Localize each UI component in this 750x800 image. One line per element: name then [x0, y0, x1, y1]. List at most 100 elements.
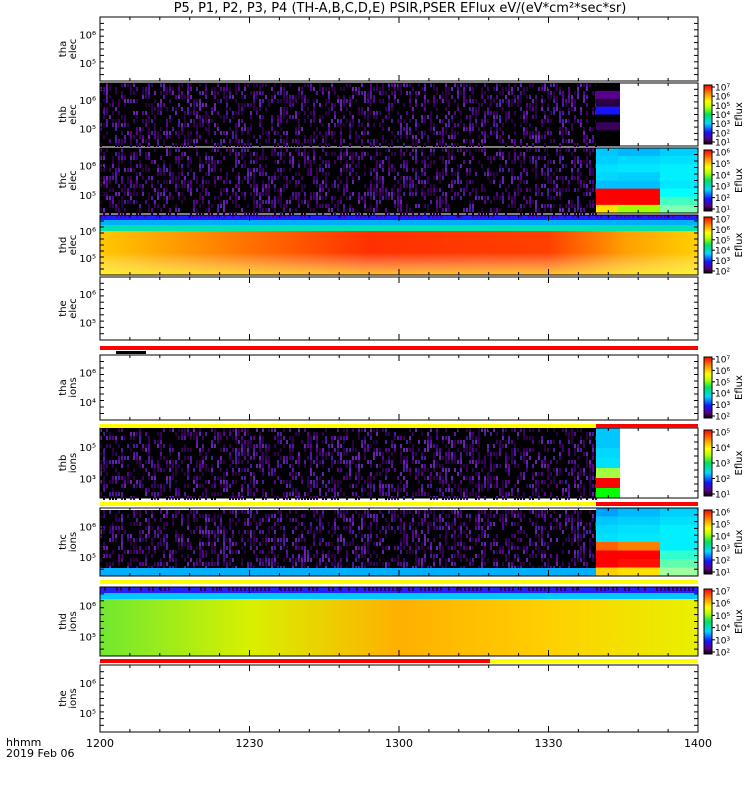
- colorbar-tick-label: 10⁶: [715, 367, 730, 377]
- x-tick-label: 1200: [86, 737, 114, 750]
- y-axis-label: ions: [68, 688, 79, 708]
- quality-flag-bar: [100, 502, 596, 506]
- colorbar-tick-label: 10¹: [715, 569, 730, 579]
- colorbar-tick-label: 10³: [715, 636, 730, 646]
- y-tick-label: 10⁶: [79, 290, 96, 301]
- colorbar-label: Eflux: [734, 168, 745, 193]
- quality-flag-bar: [490, 659, 698, 663]
- y-tick-label: 10⁵: [79, 709, 96, 720]
- x-tick-label: 1230: [236, 737, 264, 750]
- colorbar-tick-label: 10²: [715, 129, 730, 139]
- colorbar-tick-label: 10³: [715, 545, 730, 555]
- quality-flag-bar: [596, 424, 698, 428]
- x-axis-label-date: 2019 Feb 06: [6, 747, 75, 760]
- colorbar-tick-label: 10⁷: [715, 84, 730, 94]
- y-tick-label: 10⁵: [79, 318, 96, 329]
- quality-flag-bar: [596, 502, 698, 506]
- y-axis-label: elec: [68, 104, 79, 125]
- colorbar-label: Eflux: [734, 102, 745, 127]
- y-tick-label: 10⁶: [79, 30, 96, 41]
- colorbar-tick-label: 10⁷: [715, 588, 730, 598]
- y-axis-label: tha: [58, 379, 69, 395]
- y-tick-label: 10⁵: [79, 191, 96, 202]
- y-tick-label: 10⁴: [79, 398, 96, 409]
- colorbar-tick-label: 10²: [715, 194, 730, 204]
- colorbar-tick-label: 10⁷: [715, 216, 730, 226]
- panel-tha-elec: 10⁶ 10⁵ tha elec: [58, 16, 699, 82]
- quality-flag-bar: [116, 351, 146, 354]
- y-tick-label: 10⁶: [79, 679, 96, 690]
- y-tick-label: 10³: [79, 474, 96, 485]
- colorbar: [703, 149, 713, 212]
- y-tick-label: 10⁵: [79, 254, 96, 265]
- colorbar-tick-label: 10⁶: [715, 600, 730, 610]
- y-axis-label: elec: [68, 170, 79, 191]
- colorbar-label: Eflux: [734, 232, 745, 257]
- colorbar-tick-label: 10³: [715, 401, 730, 411]
- colorbar-tick-label: 10⁵: [715, 236, 730, 246]
- colorbar: [703, 216, 713, 274]
- colorbar-tick-label: 10¹: [715, 491, 730, 501]
- colorbar: [703, 429, 713, 497]
- y-tick-label: 10⁶: [79, 369, 96, 380]
- colorbar-tick-label: 10²: [715, 268, 730, 278]
- panel-the-elec: 10⁶ 10⁵ the elec: [58, 276, 699, 341]
- y-axis-label: thc: [58, 534, 69, 550]
- colorbar: [703, 84, 713, 145]
- x-tick-label: 1400: [684, 737, 712, 750]
- y-axis-label: ions: [68, 532, 79, 552]
- x-tick-label: 1300: [385, 737, 413, 750]
- colorbar-tick-label: 10²: [715, 475, 730, 485]
- colorbar-label: Eflux: [734, 375, 745, 400]
- colorbar-tick-label: 10¹: [715, 206, 730, 216]
- colorbar-tick-label: 10⁴: [715, 444, 730, 454]
- colorbar-tick-label: 10⁵: [715, 378, 730, 388]
- y-tick-label: 10⁵: [79, 59, 96, 70]
- y-tick-label: 10⁵: [79, 553, 96, 564]
- quality-flag-bar: [100, 580, 698, 584]
- y-tick-label: 10⁶: [79, 522, 96, 533]
- colorbar-tick-label: 10³: [715, 183, 730, 193]
- panel-thd-ions: 10⁶ 10⁵ thd ions 10⁷ 10⁶ 10⁵ 10⁴ 10³ 10² Eflux: [58, 586, 745, 659]
- colorbar-tick-label: 10⁴: [715, 390, 730, 400]
- colorbar-tick-label: 10³: [715, 257, 730, 267]
- colorbar-tick-label: 10⁵: [715, 102, 730, 112]
- colorbar-tick-label: 10²: [715, 649, 730, 659]
- y-axis-label: ions: [68, 611, 79, 631]
- colorbar-tick-label: 10⁵: [715, 160, 730, 170]
- colorbar-tick-label: 10¹: [715, 139, 730, 149]
- y-axis-label: tha: [58, 41, 69, 57]
- colorbar-tick-label: 10⁵: [715, 521, 730, 531]
- colorbar-tick-label: 10⁴: [715, 247, 730, 257]
- colorbar: [703, 509, 713, 575]
- colorbar-label: Eflux: [734, 529, 745, 554]
- y-tick-label: 10⁵: [79, 124, 96, 135]
- colorbar-tick-label: 10⁴: [715, 533, 730, 543]
- colorbar-tick-label: 10³: [715, 120, 730, 130]
- colorbar: [703, 588, 713, 655]
- y-tick-label: 10⁶: [79, 602, 96, 613]
- colorbar-tick-label: 10⁵: [715, 612, 730, 622]
- y-axis-label: the: [58, 300, 69, 316]
- y-axis-label: thb: [58, 106, 69, 123]
- x-axis: 1200 1230 1300 1330 1400: [86, 737, 712, 750]
- colorbar-tick-label: 10²: [715, 557, 730, 567]
- quality-flag-bar: [100, 346, 698, 350]
- y-axis-label: elec: [68, 39, 79, 60]
- x-axis-label-unit: hhmm: [6, 736, 42, 749]
- colorbar-tick-label: 10⁶: [715, 149, 730, 159]
- colorbar-tick-label: 10⁶: [715, 226, 730, 236]
- colorbar-tick-label: 10³: [715, 460, 730, 470]
- y-axis-label: ions: [68, 377, 79, 397]
- colorbar-tick-label: 10⁶: [715, 509, 730, 519]
- y-axis-label: thb: [58, 455, 69, 472]
- y-axis-label: elec: [68, 235, 79, 256]
- y-tick-label: 10⁵: [79, 443, 96, 454]
- y-tick-label: 10⁵: [79, 633, 96, 644]
- y-axis-label: thd: [58, 613, 69, 630]
